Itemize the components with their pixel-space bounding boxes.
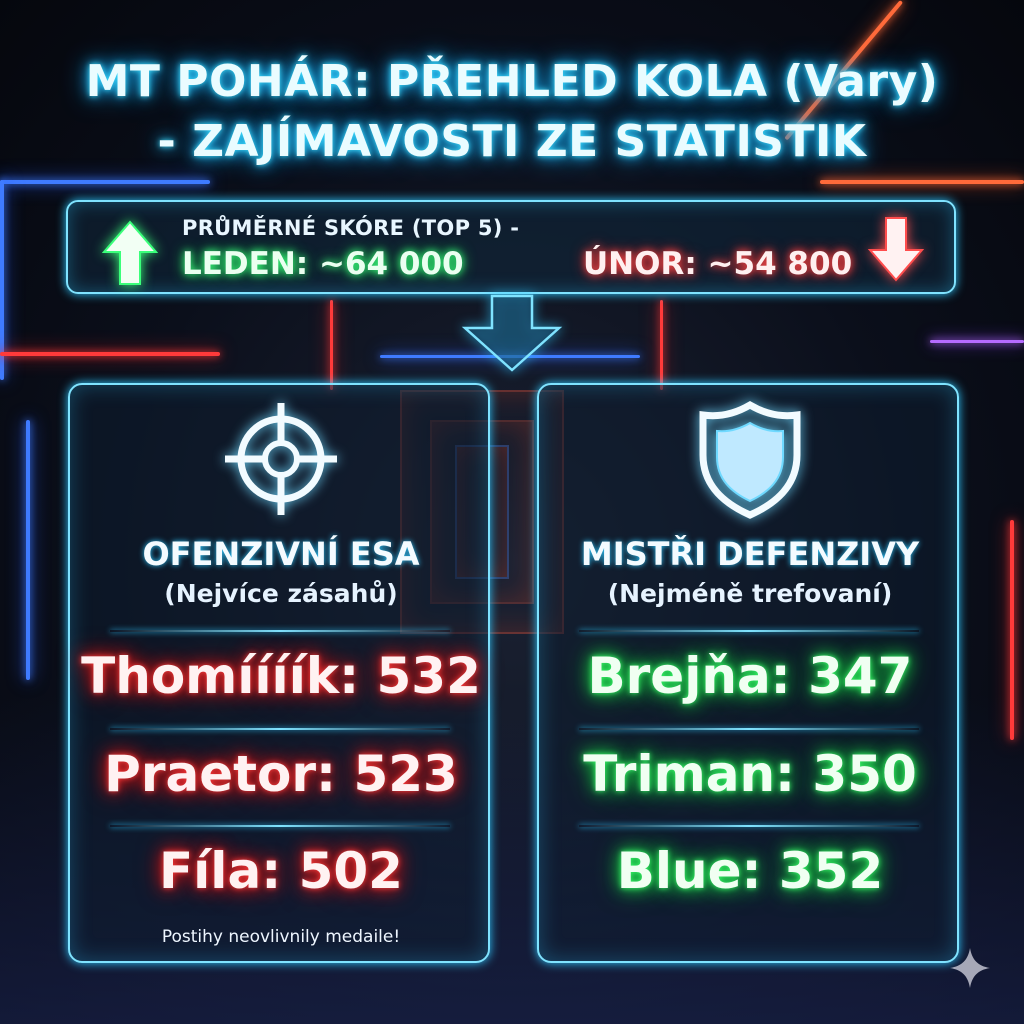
score-january: LEDEN: ~64 000 <box>182 246 464 282</box>
score-february: ÚNOR: ~54 800 <box>583 246 853 282</box>
neon-strip <box>930 340 1024 343</box>
neon-strip <box>0 352 220 356</box>
score-banner <box>66 200 956 294</box>
offense-stat-2: Praetor: 523 <box>104 745 458 803</box>
page-title: MT POHÁR: PŘEHLED KOLA (Vary) - ZAJÍMAVO… <box>0 52 1024 172</box>
offense-footnote: Postihy neovlivnily medaile! <box>161 927 401 947</box>
offense-stat-1: Thomíííík: 532 <box>81 647 481 705</box>
defense-stat-1: Brejňa: 347 <box>587 647 913 705</box>
neon-strip <box>1010 520 1014 740</box>
defense-card: MISTŘI DEFENZIVY (Nejméně trefovaní) Bre… <box>537 383 959 963</box>
neon-strip <box>660 300 663 390</box>
defense-stat-2: Triman: 350 <box>583 745 917 803</box>
defense-subheading: (Nejméně trefovaní) <box>607 579 893 608</box>
sparkle-icon <box>950 948 990 988</box>
neon-strip <box>330 300 333 390</box>
connector-arrow-icon <box>461 294 563 372</box>
neon-strip <box>380 355 640 358</box>
offense-stat-3: Fíla: 502 <box>159 842 403 900</box>
defense-stat-3: Blue: 352 <box>616 842 884 900</box>
arrow-up-icon <box>102 220 158 285</box>
neon-strip <box>0 180 210 184</box>
neon-strip <box>0 180 4 380</box>
title-line-2: - ZAJÍMAVOSTI ZE STATISTIK <box>157 116 867 167</box>
divider <box>110 630 450 632</box>
divider <box>110 825 450 827</box>
shield-icon <box>699 400 801 519</box>
crosshair-icon <box>225 403 337 515</box>
offense-subheading: (Nejvíce zásahů) <box>164 579 398 608</box>
title-line-1: MT POHÁR: PŘEHLED KOLA (Vary) <box>85 56 939 107</box>
divider <box>579 825 919 827</box>
neon-strip <box>26 420 30 680</box>
offense-card: OFENZIVNÍ ESA (Nejvíce zásahů) Thomíííík… <box>68 383 490 963</box>
defense-heading: MISTŘI DEFENZIVY <box>580 535 920 573</box>
neon-strip <box>820 180 1024 184</box>
divider <box>579 630 919 632</box>
divider <box>110 728 450 730</box>
arrow-down-icon <box>868 217 924 282</box>
divider <box>579 728 919 730</box>
score-label: PRŮMĚRNÉ SKÓRE (TOP 5) - <box>182 216 520 240</box>
offense-heading: OFENZIVNÍ ESA <box>142 535 420 573</box>
